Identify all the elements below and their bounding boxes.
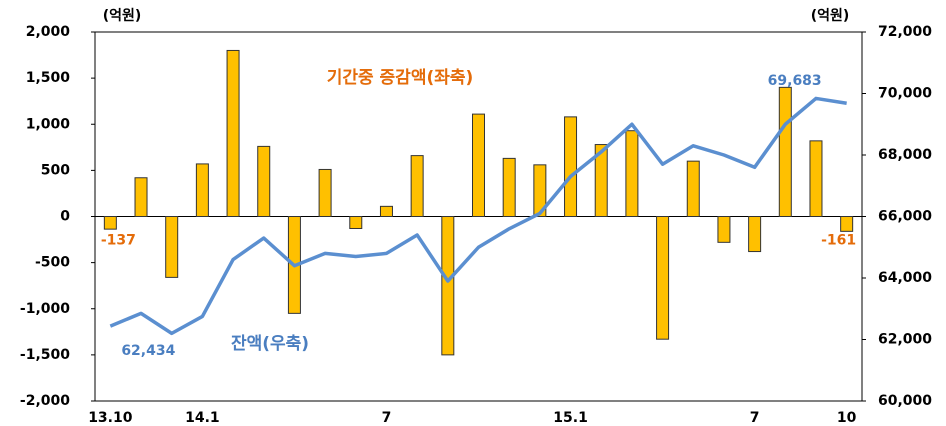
bar bbox=[165, 216, 179, 278]
value-label: -137 bbox=[101, 233, 136, 249]
bar bbox=[410, 155, 424, 218]
x-tick-label: 7 bbox=[382, 410, 392, 426]
y-tick-label: 2,000 bbox=[26, 24, 71, 40]
x-tick-label: 13.10 bbox=[88, 410, 133, 426]
bar bbox=[717, 216, 731, 243]
y-unit: (억원) bbox=[103, 8, 142, 24]
y2-tick-label: 66,000 bbox=[878, 209, 932, 225]
bar bbox=[195, 163, 209, 217]
y-tick-label: -500 bbox=[35, 255, 70, 271]
y2-tick-label: 64,000 bbox=[878, 270, 932, 286]
bar bbox=[349, 216, 363, 229]
bar bbox=[379, 205, 393, 217]
y-tick-label: 0 bbox=[60, 209, 70, 225]
series-label: 기간중 증감액(좌축) bbox=[327, 68, 474, 88]
y-tick-label: -1,000 bbox=[20, 301, 70, 317]
bar bbox=[502, 157, 516, 218]
y-tick-label: -2,000 bbox=[20, 393, 70, 409]
y2-unit: (억원) bbox=[811, 8, 850, 24]
y-tick-label: -1,500 bbox=[20, 347, 70, 363]
y-tick-label: 500 bbox=[41, 162, 70, 178]
y-tick-label: 1,500 bbox=[26, 70, 71, 86]
bar bbox=[564, 116, 578, 217]
bar bbox=[840, 216, 854, 232]
line bbox=[109, 96, 847, 336]
x-tick-label: 14.1 bbox=[185, 410, 220, 426]
bar bbox=[533, 164, 547, 217]
bar bbox=[656, 216, 670, 340]
bar bbox=[226, 49, 240, 218]
value-label: -161 bbox=[821, 233, 856, 249]
value-label: 69,683 bbox=[768, 73, 822, 89]
y2-tick-label: 62,000 bbox=[878, 332, 932, 348]
bar bbox=[686, 160, 700, 217]
bar bbox=[625, 130, 639, 218]
value-label: 62,434 bbox=[121, 343, 175, 359]
bar bbox=[257, 145, 271, 217]
y2-tick-label: 68,000 bbox=[878, 147, 932, 163]
bar bbox=[441, 216, 455, 356]
y2-tick-label: 72,000 bbox=[878, 24, 932, 40]
x-tick-label: 7 bbox=[750, 410, 760, 426]
x-tick-label: 15.1 bbox=[553, 410, 588, 426]
bar bbox=[594, 144, 608, 217]
bar bbox=[103, 216, 117, 230]
bar bbox=[472, 113, 485, 217]
bar bbox=[778, 86, 792, 217]
bar bbox=[134, 177, 148, 218]
y2-tick-label: 60,000 bbox=[878, 393, 932, 409]
series-label: 잔액(우축) bbox=[231, 334, 309, 354]
bar bbox=[809, 140, 823, 217]
bar bbox=[748, 216, 762, 253]
y2-tick-label: 70,000 bbox=[878, 86, 932, 102]
y-tick-label: 1,000 bbox=[26, 116, 71, 132]
x-tick-label: 10 bbox=[837, 410, 857, 426]
bar bbox=[318, 168, 332, 217]
